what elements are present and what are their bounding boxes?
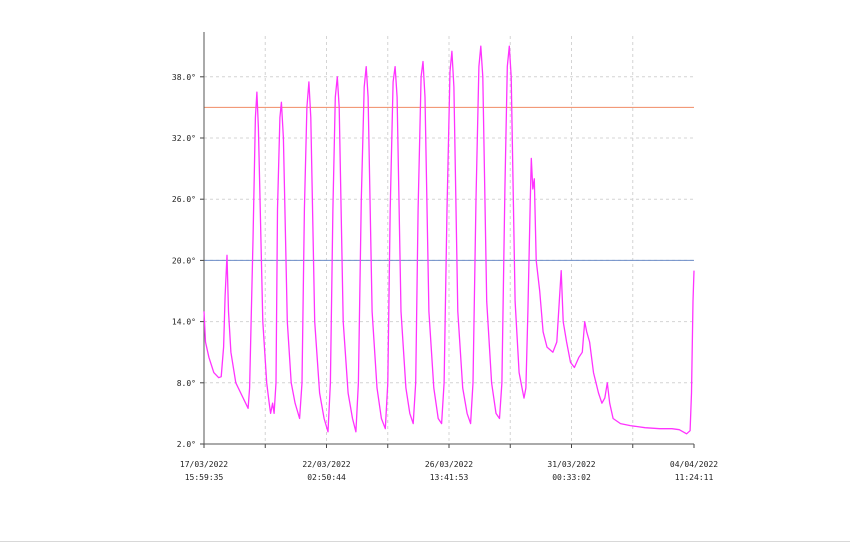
bottom-divider: [0, 541, 850, 542]
x-tick-date: 31/03/2022: [547, 460, 595, 469]
x-tick-time: 13:41:53: [430, 473, 469, 482]
y-tick-label: 14.0°: [172, 318, 196, 327]
y-tick-label: 38.0°: [172, 73, 196, 82]
tick-labels: 2.0° 8.0° 14.0° 20.0° 26.0° 32.0° 38.0° 17/03/2…: [172, 73, 718, 482]
y-tick-label: 8.0°: [177, 379, 196, 388]
x-tick-date: 26/03/2022: [425, 460, 473, 469]
x-tick-date: 04/04/2022: [670, 460, 718, 469]
y-tick-label: 20.0°: [172, 256, 196, 265]
temperature-series-line: [203, 45, 695, 435]
y-tick-label: 32.0°: [172, 134, 196, 143]
y-tick-label: 26.0°: [172, 195, 196, 204]
x-tick-date: 17/03/2022: [180, 460, 228, 469]
x-tick-time: 11:24:11: [675, 473, 714, 482]
x-tick-time: 15:59:35: [185, 473, 224, 482]
x-tick-date: 22/03/2022: [302, 460, 350, 469]
y-tick-label: 2.0°: [177, 440, 196, 449]
x-tick-time: 00:33:02: [552, 473, 591, 482]
axes: [200, 32, 695, 448]
x-tick-time: 02:50:44: [307, 473, 346, 482]
series: [203, 45, 695, 435]
